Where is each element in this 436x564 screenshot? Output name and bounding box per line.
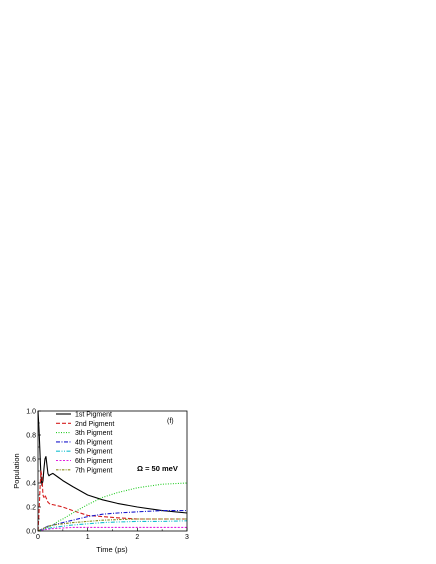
x-axis-label: Time (ps) [96, 545, 128, 554]
x-tick-label: 1 [86, 534, 90, 541]
legend-label-7: 7th Pigment [75, 467, 112, 474]
y-tick-label: 0.4 [26, 480, 36, 487]
legend-label-6: 6th Pigment [75, 458, 112, 465]
legend-label-4: 4th Pigment [75, 439, 112, 446]
series-line-5 [37, 520, 188, 532]
series-line-4 [37, 510, 187, 532]
series-line-3 [37, 482, 188, 532]
y-tick-label: 0.6 [26, 456, 36, 463]
omega-annotation: Ω = 50 meV [137, 464, 178, 473]
series-line-1 [37, 410, 188, 514]
y-tick-label: 0.8 [26, 432, 36, 439]
panel-label: (f) [167, 418, 174, 425]
legend-label-2: 2nd Pigment [75, 421, 114, 428]
y-axis-label: Population [12, 453, 21, 488]
series-layer [37, 410, 188, 532]
axis-layer: 0 1 2 3 0.0 0.2 0.4 0.6 0.8 1.0 [26, 408, 189, 541]
legend-label-3: 3th Pigment [75, 430, 112, 437]
legend-label-5: 5th Pigment [75, 449, 112, 456]
series-line-2 [37, 470, 187, 532]
x-tick-label: 2 [135, 534, 139, 541]
legend-label-1: 1st Pigment [75, 412, 112, 419]
y-tick-label: 1.0 [26, 408, 36, 415]
series-line-6 [37, 526, 187, 532]
x-tick-label: 3 [185, 534, 189, 541]
legend: 1st Pigment 2nd Pigment 3th Pigment 4th Pig… [56, 412, 114, 474]
x-tick-label: 0 [36, 534, 40, 541]
series-line-7 [37, 518, 187, 532]
y-tick-label: 0.0 [26, 528, 36, 535]
y-tick-label: 0.2 [26, 504, 36, 511]
